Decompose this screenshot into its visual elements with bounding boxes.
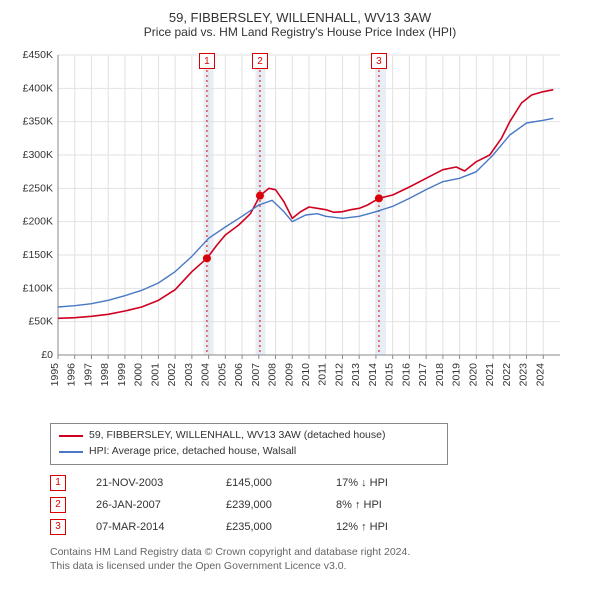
- svg-text:2000: 2000: [133, 363, 145, 387]
- event-row: 2 26-JAN-2007£239,0008% ↑ HPI: [50, 497, 590, 513]
- svg-text:2006: 2006: [233, 363, 245, 387]
- event-date: 21-NOV-2003: [96, 477, 226, 489]
- chart-title-desc: Price paid vs. HM Land Registry's House …: [10, 25, 590, 39]
- legend-box: 59, FIBBERSLEY, WILLENHALL, WV13 3AW (de…: [50, 423, 448, 465]
- svg-text:2007: 2007: [250, 363, 262, 387]
- legend-label-property: 59, FIBBERSLEY, WILLENHALL, WV13 3AW (de…: [89, 428, 385, 444]
- svg-text:1997: 1997: [82, 363, 94, 387]
- footer-line1: Contains HM Land Registry data © Crown c…: [50, 545, 590, 560]
- event-badge: 1: [50, 475, 66, 491]
- footer-line2: This data is licensed under the Open Gov…: [50, 559, 590, 574]
- event-row: 3 07-MAR-2014£235,00012% ↑ HPI: [50, 519, 590, 535]
- chart-area: £0 £50K £100K £150K £200K £250K £300K £350K £400…: [10, 45, 570, 415]
- svg-text:£250K: £250K: [23, 182, 53, 194]
- svg-text:2011: 2011: [317, 363, 329, 386]
- legend-label-hpi: HPI: Average price, detached house, Wals…: [89, 444, 296, 460]
- legend-swatch-hpi: [59, 451, 83, 453]
- svg-text:2009: 2009: [283, 363, 295, 387]
- event-hpi: 17% ↓ HPI: [336, 477, 436, 489]
- svg-text:1998: 1998: [99, 363, 111, 387]
- svg-text:2015: 2015: [384, 363, 396, 387]
- svg-text:2013: 2013: [350, 363, 362, 387]
- chart-title-address: 59, FIBBERSLEY, WILLENHALL, WV13 3AW: [10, 10, 590, 25]
- svg-text:2003: 2003: [183, 363, 195, 387]
- svg-text:2017: 2017: [417, 363, 429, 387]
- svg-text:£450K: £450K: [23, 49, 53, 61]
- legend-row-hpi: HPI: Average price, detached house, Wals…: [59, 444, 439, 460]
- event-row: 1 21-NOV-2003£145,00017% ↓ HPI: [50, 475, 590, 491]
- chart-event-badge: 2: [252, 53, 268, 69]
- svg-text:£300K: £300K: [23, 149, 53, 161]
- event-date: 07-MAR-2014: [96, 521, 226, 533]
- event-price: £145,000: [226, 477, 336, 489]
- svg-text:2004: 2004: [200, 363, 212, 387]
- svg-text:2014: 2014: [367, 363, 379, 387]
- svg-text:2024: 2024: [534, 363, 546, 387]
- svg-text:£100K: £100K: [23, 282, 53, 294]
- svg-text:£350K: £350K: [23, 116, 53, 128]
- svg-text:2016: 2016: [400, 363, 412, 387]
- events-list: 1 21-NOV-2003£145,00017% ↓ HPI 2 26-JAN-200…: [10, 475, 590, 535]
- svg-text:2020: 2020: [467, 363, 479, 387]
- event-date: 26-JAN-2007: [96, 499, 226, 511]
- svg-text:£0: £0: [41, 349, 53, 361]
- svg-text:2002: 2002: [166, 363, 178, 387]
- svg-text:2019: 2019: [451, 363, 463, 387]
- svg-text:£50K: £50K: [28, 316, 53, 328]
- event-price: £239,000: [226, 499, 336, 511]
- svg-text:2008: 2008: [267, 363, 279, 387]
- legend-row-property: 59, FIBBERSLEY, WILLENHALL, WV13 3AW (de…: [59, 428, 439, 444]
- svg-text:2012: 2012: [333, 363, 345, 387]
- svg-text:2023: 2023: [518, 363, 530, 387]
- svg-text:1999: 1999: [116, 363, 128, 387]
- svg-text:£400K: £400K: [23, 82, 53, 94]
- event-badge: 2: [50, 497, 66, 513]
- svg-text:2018: 2018: [434, 363, 446, 387]
- chart-event-badge: 3: [371, 53, 387, 69]
- event-price: £235,000: [226, 521, 336, 533]
- chart-event-badge: 1: [199, 53, 215, 69]
- svg-text:2005: 2005: [216, 363, 228, 387]
- event-hpi: 8% ↑ HPI: [336, 499, 436, 511]
- svg-text:2010: 2010: [300, 363, 312, 387]
- event-badge: 3: [50, 519, 66, 535]
- legend-swatch-property: [59, 435, 83, 437]
- svg-text:1996: 1996: [66, 363, 78, 387]
- line-chart-svg: £0 £50K £100K £150K £200K £250K £300K £350K £400…: [10, 45, 570, 415]
- svg-text:2021: 2021: [484, 363, 496, 387]
- svg-text:1995: 1995: [49, 363, 61, 387]
- svg-text:£150K: £150K: [23, 249, 53, 261]
- svg-text:£200K: £200K: [23, 216, 53, 228]
- footer-attribution: Contains HM Land Registry data © Crown c…: [50, 545, 590, 574]
- svg-text:2001: 2001: [149, 363, 161, 387]
- event-hpi: 12% ↑ HPI: [336, 521, 436, 533]
- svg-text:2022: 2022: [501, 363, 513, 387]
